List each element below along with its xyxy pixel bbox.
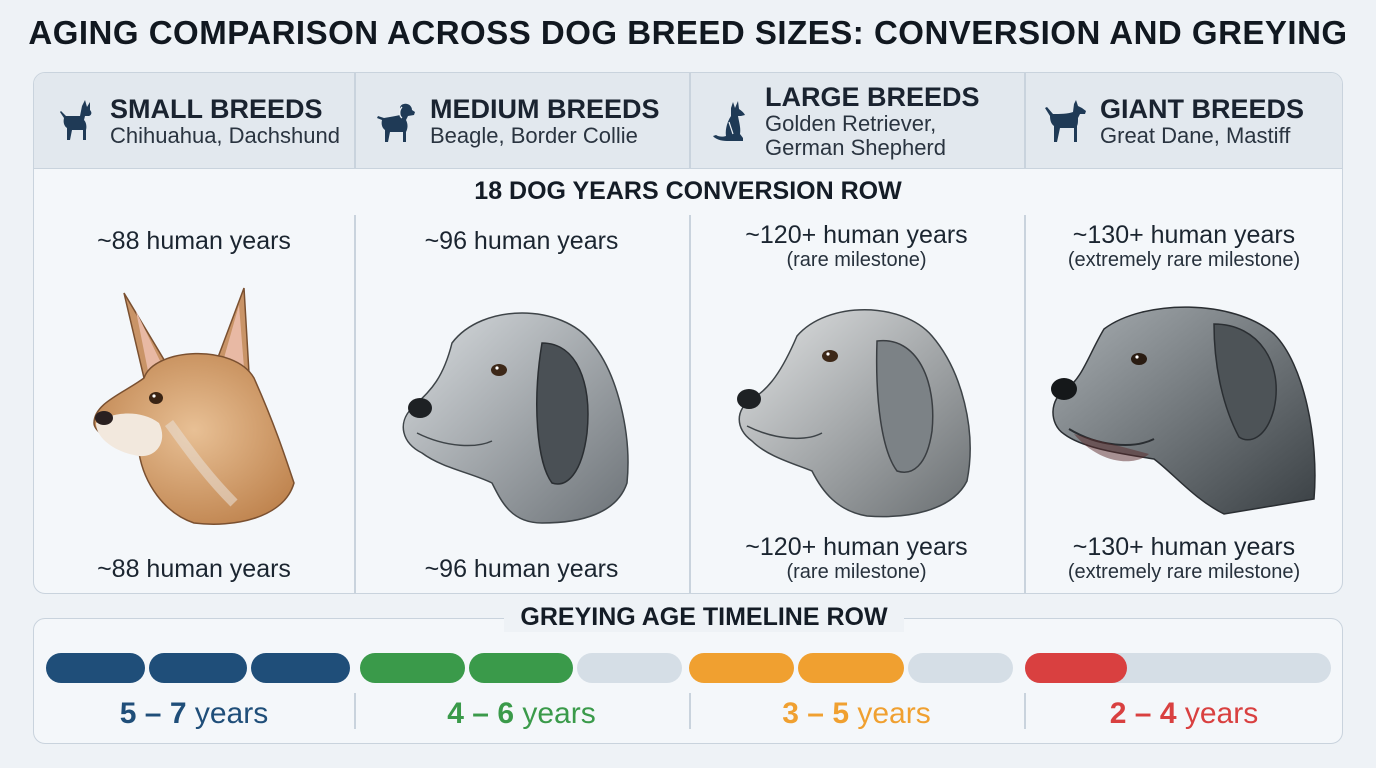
beagle-icon	[377, 103, 415, 142]
shepherd-icon	[713, 101, 745, 141]
header-giant-breeds: GIANT BREEDS Great Dane, Mastiff	[1024, 73, 1342, 169]
greying-from: 2	[1109, 697, 1127, 730]
timeline-segment-empty	[577, 653, 682, 683]
human-years-top: ~130+ human years	[1072, 221, 1296, 249]
timeline-segment-filled	[798, 653, 904, 683]
header-large-breeds: LARGE BREEDS Golden Retriever, German Sh…	[689, 73, 1024, 169]
greying-panel: GREYING AGE TIMELINE ROW 5 – 7 years 4 –…	[33, 603, 1343, 744]
greying-to: 6	[497, 697, 515, 730]
conversion-panel: SMALL BREEDS Chihuahua, Dachshund MEDIUM…	[33, 72, 1343, 594]
timeline-segment-filled	[148, 653, 248, 683]
milestone-note-bottom: (extremely rare milestone)	[1067, 561, 1301, 583]
greying-range-large: 3 – 5 years	[782, 697, 931, 730]
conversion-cell-giant: ~130+ human years (extremely rare milest…	[1024, 213, 1342, 591]
greying-from: 5	[119, 697, 137, 730]
greying-to: 7	[169, 697, 187, 730]
timeline-segment-filled	[360, 653, 465, 683]
timeline-segment-filled	[46, 653, 145, 683]
divider	[689, 215, 691, 593]
human-years-top: ~120+ human years	[745, 221, 968, 249]
golden-retriever-portrait	[736, 309, 971, 518]
milestone-note-top: (extremely rare milestone)	[1067, 249, 1301, 271]
greying-from: 3	[782, 697, 799, 730]
milestone-note-bottom: (rare milestone)	[786, 561, 927, 583]
breed-name: MEDIUM BREEDS	[430, 94, 660, 124]
breed-header-row: SMALL BREEDS Chihuahua, Dachshund MEDIUM…	[34, 73, 1342, 169]
greying-unit: years	[857, 697, 931, 730]
human-years-bottom: ~130+ human years	[1072, 533, 1296, 561]
divider	[689, 73, 691, 169]
breed-examples: Great Dane, Mastiff	[1100, 123, 1291, 148]
conversion-cell-large: ~120+ human years (rare milestone) ~120+…	[689, 213, 1024, 591]
greying-unit: years	[522, 697, 596, 730]
timeline-fill	[1025, 653, 1127, 683]
breed-examples-line-2: German Shepherd	[765, 135, 946, 160]
conversion-cell-medium: ~96 human years ~96 human years	[354, 213, 689, 591]
divider	[354, 693, 356, 729]
timeline-segment-filled	[251, 653, 350, 683]
timeline-segment-empty	[907, 653, 1013, 683]
greying-from: 4	[447, 697, 464, 730]
great-dane-portrait	[1051, 306, 1316, 515]
human-years-bottom: ~88 human years	[97, 555, 291, 583]
human-years-bottom: ~120+ human years	[745, 533, 968, 561]
great-dane-icon	[1045, 100, 1086, 142]
breed-name: GIANT BREEDS	[1100, 94, 1305, 124]
greying-unit: years	[194, 697, 269, 730]
divider	[1024, 215, 1026, 593]
breed-name: LARGE BREEDS	[765, 82, 980, 112]
chihuahua-portrait	[93, 287, 295, 525]
conversion-cell-small: ~88 human years ~88 human years	[34, 213, 354, 591]
greying-range-medium: 4 – 6 years	[447, 697, 596, 730]
timeline-segment-filled	[468, 653, 574, 683]
greying-to: 5	[832, 697, 850, 730]
breed-examples-line-1: Golden Retriever,	[765, 111, 937, 136]
divider	[1024, 73, 1026, 169]
human-years-top: ~96 human years	[424, 227, 619, 255]
timeline-segment-filled	[689, 653, 795, 683]
human-years-bottom: ~96 human years	[424, 555, 619, 583]
breed-examples: Beagle, Border Collie	[430, 123, 638, 148]
conversion-row-title: 18 DOG YEARS CONVERSION ROW	[474, 177, 902, 205]
divider	[354, 215, 356, 593]
divider	[1024, 693, 1026, 729]
header-medium-breeds: MEDIUM BREEDS Beagle, Border Collie	[354, 73, 689, 169]
chihuahua-icon	[60, 100, 92, 140]
beagle-portrait	[402, 312, 629, 524]
breed-name: SMALL BREEDS	[110, 94, 323, 124]
greying-row-title: GREYING AGE TIMELINE ROW	[504, 603, 904, 632]
divider	[689, 693, 691, 729]
milestone-note-top: (rare milestone)	[786, 249, 927, 271]
greying-range-giant: 2 – 4 years	[1109, 697, 1259, 730]
greying-range-small: 5 – 7 years	[119, 697, 269, 730]
breed-examples: Chihuahua, Dachshund	[110, 123, 340, 148]
header-small-breeds: SMALL BREEDS Chihuahua, Dachshund	[34, 73, 354, 169]
divider	[354, 73, 356, 169]
greying-to: 4	[1159, 697, 1177, 730]
greying-unit: years	[1184, 697, 1259, 730]
human-years-top: ~88 human years	[97, 227, 291, 255]
page-title: AGING COMPARISON ACROSS DOG BREED SIZES:…	[28, 14, 1348, 51]
